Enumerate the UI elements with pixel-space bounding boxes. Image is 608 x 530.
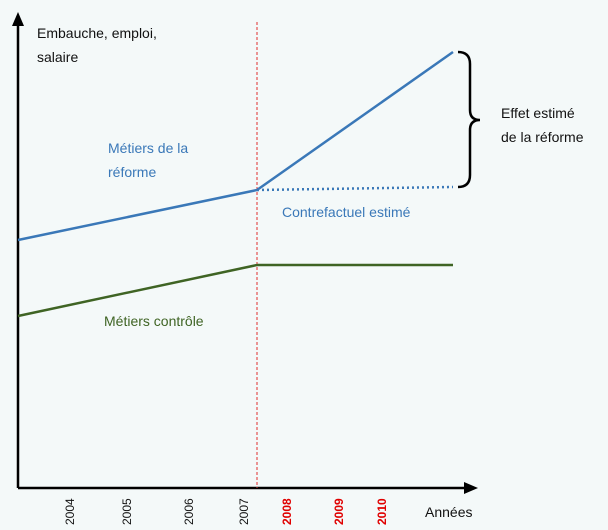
effect-label: de la réforme [501,129,584,145]
counterfactual-label: Contrefactuel estimé [282,204,411,220]
control-line [17,263,453,318]
effect-brace [457,50,481,189]
y-arrow [12,12,24,26]
y-axis-label: Embauche, emploi, [37,25,157,41]
year-label: 2006 [182,498,196,525]
treated-label: réforme [108,164,156,180]
treated-label: Métiers de la [108,140,188,156]
effect-label: Effet estimé [501,105,575,121]
year-label: 2009 [332,498,346,525]
year-label: 2008 [280,498,294,525]
year-label: 2005 [120,498,134,525]
year-labels: 2004 2005 2006 2007 2008 2009 2010 [63,498,389,525]
year-label: 2010 [375,498,389,525]
x-arrow [464,482,478,494]
year-label: 2007 [237,498,251,525]
control-label: Métiers contrôle [104,313,204,329]
x-axis-label: Années [425,504,472,520]
year-label: 2004 [63,498,77,525]
y-axis-label: salaire [37,49,78,65]
